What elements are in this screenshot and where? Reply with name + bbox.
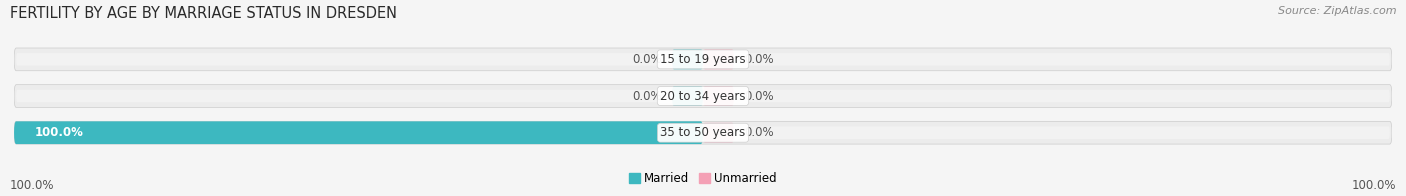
- Text: FERTILITY BY AGE BY MARRIAGE STATUS IN DRESDEN: FERTILITY BY AGE BY MARRIAGE STATUS IN D…: [10, 6, 396, 21]
- FancyBboxPatch shape: [17, 53, 1389, 66]
- Text: 100.0%: 100.0%: [10, 179, 55, 192]
- FancyBboxPatch shape: [672, 86, 703, 106]
- FancyBboxPatch shape: [703, 86, 734, 106]
- FancyBboxPatch shape: [14, 48, 1392, 71]
- Text: 100.0%: 100.0%: [35, 126, 83, 139]
- FancyBboxPatch shape: [14, 121, 703, 144]
- Text: 100.0%: 100.0%: [1351, 179, 1396, 192]
- FancyBboxPatch shape: [703, 49, 734, 69]
- FancyBboxPatch shape: [672, 49, 703, 69]
- Legend: Married, Unmarried: Married, Unmarried: [624, 168, 782, 190]
- Text: 15 to 19 years: 15 to 19 years: [661, 53, 745, 66]
- Text: Source: ZipAtlas.com: Source: ZipAtlas.com: [1278, 6, 1396, 16]
- FancyBboxPatch shape: [14, 85, 1392, 107]
- FancyBboxPatch shape: [703, 123, 734, 143]
- FancyBboxPatch shape: [14, 121, 1392, 144]
- FancyBboxPatch shape: [17, 126, 1389, 139]
- Text: 0.0%: 0.0%: [633, 90, 662, 103]
- Text: 0.0%: 0.0%: [744, 53, 773, 66]
- Text: 20 to 34 years: 20 to 34 years: [661, 90, 745, 103]
- Text: 0.0%: 0.0%: [744, 90, 773, 103]
- Text: 35 to 50 years: 35 to 50 years: [661, 126, 745, 139]
- Text: 0.0%: 0.0%: [633, 53, 662, 66]
- Text: 0.0%: 0.0%: [744, 126, 773, 139]
- FancyBboxPatch shape: [17, 90, 1389, 102]
